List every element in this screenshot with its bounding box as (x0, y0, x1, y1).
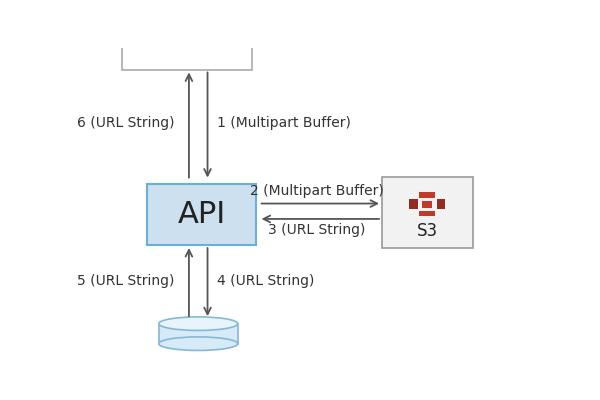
Text: 6 (URL String): 6 (URL String) (77, 116, 175, 130)
Bar (419, 210, 435, 216)
Text: 2 (Multipart Buffer): 2 (Multipart Buffer) (250, 184, 383, 198)
Bar (419, 192, 435, 198)
Text: 3 (URL String): 3 (URL String) (268, 223, 365, 237)
Text: 1 (Multipart Buffer): 1 (Multipart Buffer) (217, 116, 350, 130)
Polygon shape (158, 324, 238, 344)
Bar (409, 199, 418, 210)
Text: 4 (URL String): 4 (URL String) (217, 274, 314, 288)
Text: 5 (URL String): 5 (URL String) (77, 274, 175, 288)
Bar (437, 199, 445, 210)
Ellipse shape (159, 317, 238, 330)
Text: API: API (178, 200, 226, 229)
FancyBboxPatch shape (147, 184, 256, 245)
FancyBboxPatch shape (382, 177, 473, 248)
Text: S3: S3 (416, 222, 438, 240)
Ellipse shape (159, 337, 238, 350)
Bar (422, 201, 432, 208)
FancyBboxPatch shape (121, 39, 252, 70)
